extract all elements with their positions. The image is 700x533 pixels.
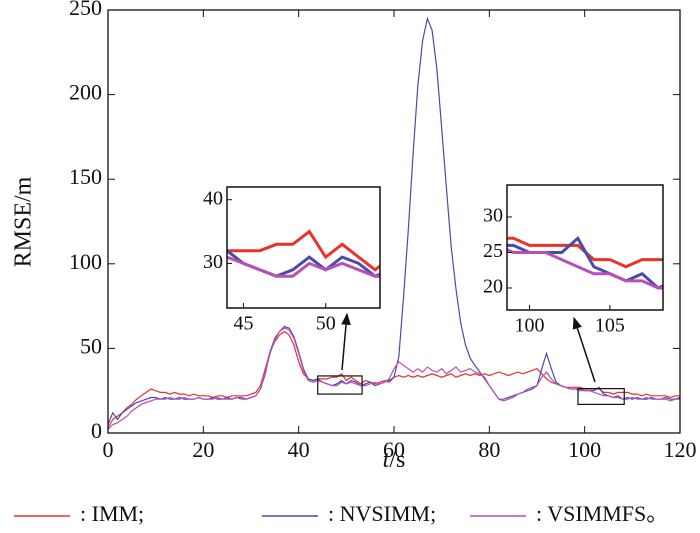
legend-label: : NVSIMM; [328,501,436,526]
x-tick-label: 40 [288,437,310,462]
legend-label: : VSIMMFS。 [536,501,668,526]
zoom-region [577,388,625,406]
y-tick-label: 50 [80,333,102,358]
inset-y-tick-label: 20 [483,276,503,298]
zoom-region [317,375,363,395]
y-axis-label: RMSE/m [11,176,37,267]
y-tick-label: 100 [69,249,102,274]
zoom-arrow [341,312,351,371]
x-tick-label: 120 [664,437,697,462]
x-tick-label: 80 [478,437,500,462]
x-tick-label: 20 [192,437,214,462]
series-line [227,229,380,272]
inset-frame [506,184,664,311]
y-tick-label: 150 [69,164,102,189]
inset-x-tick-label: 100 [515,315,545,337]
inset-x-tick-label: 50 [316,313,336,335]
inset-y-tick-label: 25 [483,240,503,262]
inset-x-tick-label: 45 [233,313,253,335]
inset-background [227,187,380,308]
y-tick-label: 0 [91,418,102,443]
x-tick-label: 100 [568,437,601,462]
y-tick-label: 250 [69,0,102,20]
x-axis-label: t/s [383,447,406,473]
series-line [507,248,663,290]
inset-y-tick-label: 30 [483,205,503,227]
inset-frame [226,186,381,309]
zoom-arrow [572,316,596,383]
y-tick-label: 200 [69,80,102,105]
x-tick-label: 0 [103,437,114,462]
x-tick-label: 60 [383,437,405,462]
series-line [227,255,380,278]
inset-y-tick-label: 30 [203,251,223,273]
inset-x-tick-label: 105 [595,315,625,337]
series-line [108,327,680,431]
inset-background [507,185,663,310]
legend-label: : IMM; [80,501,144,526]
inset-y-tick-label: 40 [203,187,223,209]
